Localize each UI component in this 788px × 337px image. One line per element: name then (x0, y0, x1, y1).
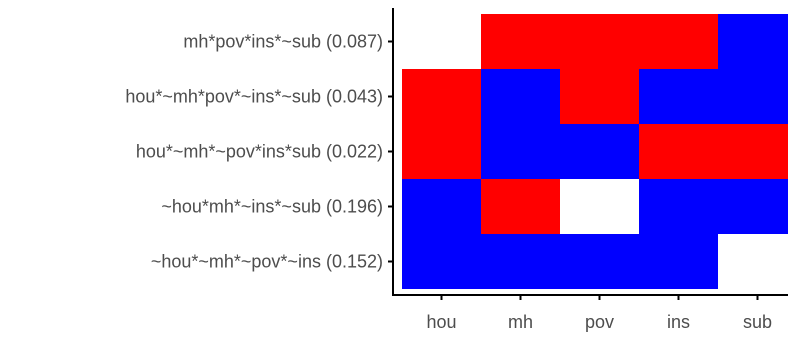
x-tick-label-hou: hou (426, 312, 456, 332)
heatmap-cell-r1-hou (402, 69, 481, 124)
heatmap-cell-r1-sub (718, 69, 788, 124)
x-tick-label-ins: ins (667, 312, 690, 332)
heatmap-cells (402, 14, 788, 289)
heatmap-cell-r2-ins (639, 124, 718, 179)
heatmap-cell-r1-mh (481, 69, 560, 124)
heatmap-cell-r4-hou (402, 234, 481, 289)
heatmap-cell-r2-pov (560, 124, 639, 179)
heatmap-cell-r4-mh (481, 234, 560, 289)
heatmap-cell-r2-hou (402, 124, 481, 179)
y-tick-label-1: hou*~mh*pov*~ins*~sub (0.043) (125, 87, 383, 107)
heatmap-cell-r0-mh (481, 14, 560, 69)
heatmap-cell-r1-pov (560, 69, 639, 124)
heatmap-cell-r0-pov (560, 14, 639, 69)
heatmap-cell-r3-ins (639, 179, 718, 234)
heatmap-cell-r0-sub (718, 14, 788, 69)
heatmap-cell-r3-sub (718, 179, 788, 234)
heatmap-cell-r2-mh (481, 124, 560, 179)
heatmap-cell-r4-sub (718, 234, 788, 289)
heatmap-cell-r4-pov (560, 234, 639, 289)
x-axis: hou mh pov ins sub (392, 294, 788, 332)
x-tick-label-pov: pov (585, 312, 614, 332)
y-tick-label-2: hou*~mh*~pov*ins*sub (0.022) (136, 142, 383, 162)
y-tick-label-3: ~hou*mh*~ins*~sub (0.196) (161, 197, 383, 217)
y-tick-label-4: ~hou*~mh*~pov*~ins (0.152) (151, 252, 383, 272)
heatmap-cell-r4-ins (639, 234, 718, 289)
heatmap-cell-r0-ins (639, 14, 718, 69)
x-tick-label-mh: mh (508, 312, 533, 332)
y-tick-label-0: mh*pov*ins*~sub (0.087) (183, 32, 383, 52)
heatmap-cell-r1-ins (639, 69, 718, 124)
y-axis: mh*pov*ins*~sub (0.087) hou*~mh*pov*~ins*… (125, 8, 394, 295)
heatmap-cell-r3-pov (560, 179, 639, 234)
heatmap-cell-r3-hou (402, 179, 481, 234)
x-tick-label-sub: sub (743, 312, 772, 332)
heatmap-cell-r0-hou (402, 14, 481, 69)
heatmap-cell-r2-sub (718, 124, 788, 179)
heatmap-cell-r3-mh (481, 179, 560, 234)
